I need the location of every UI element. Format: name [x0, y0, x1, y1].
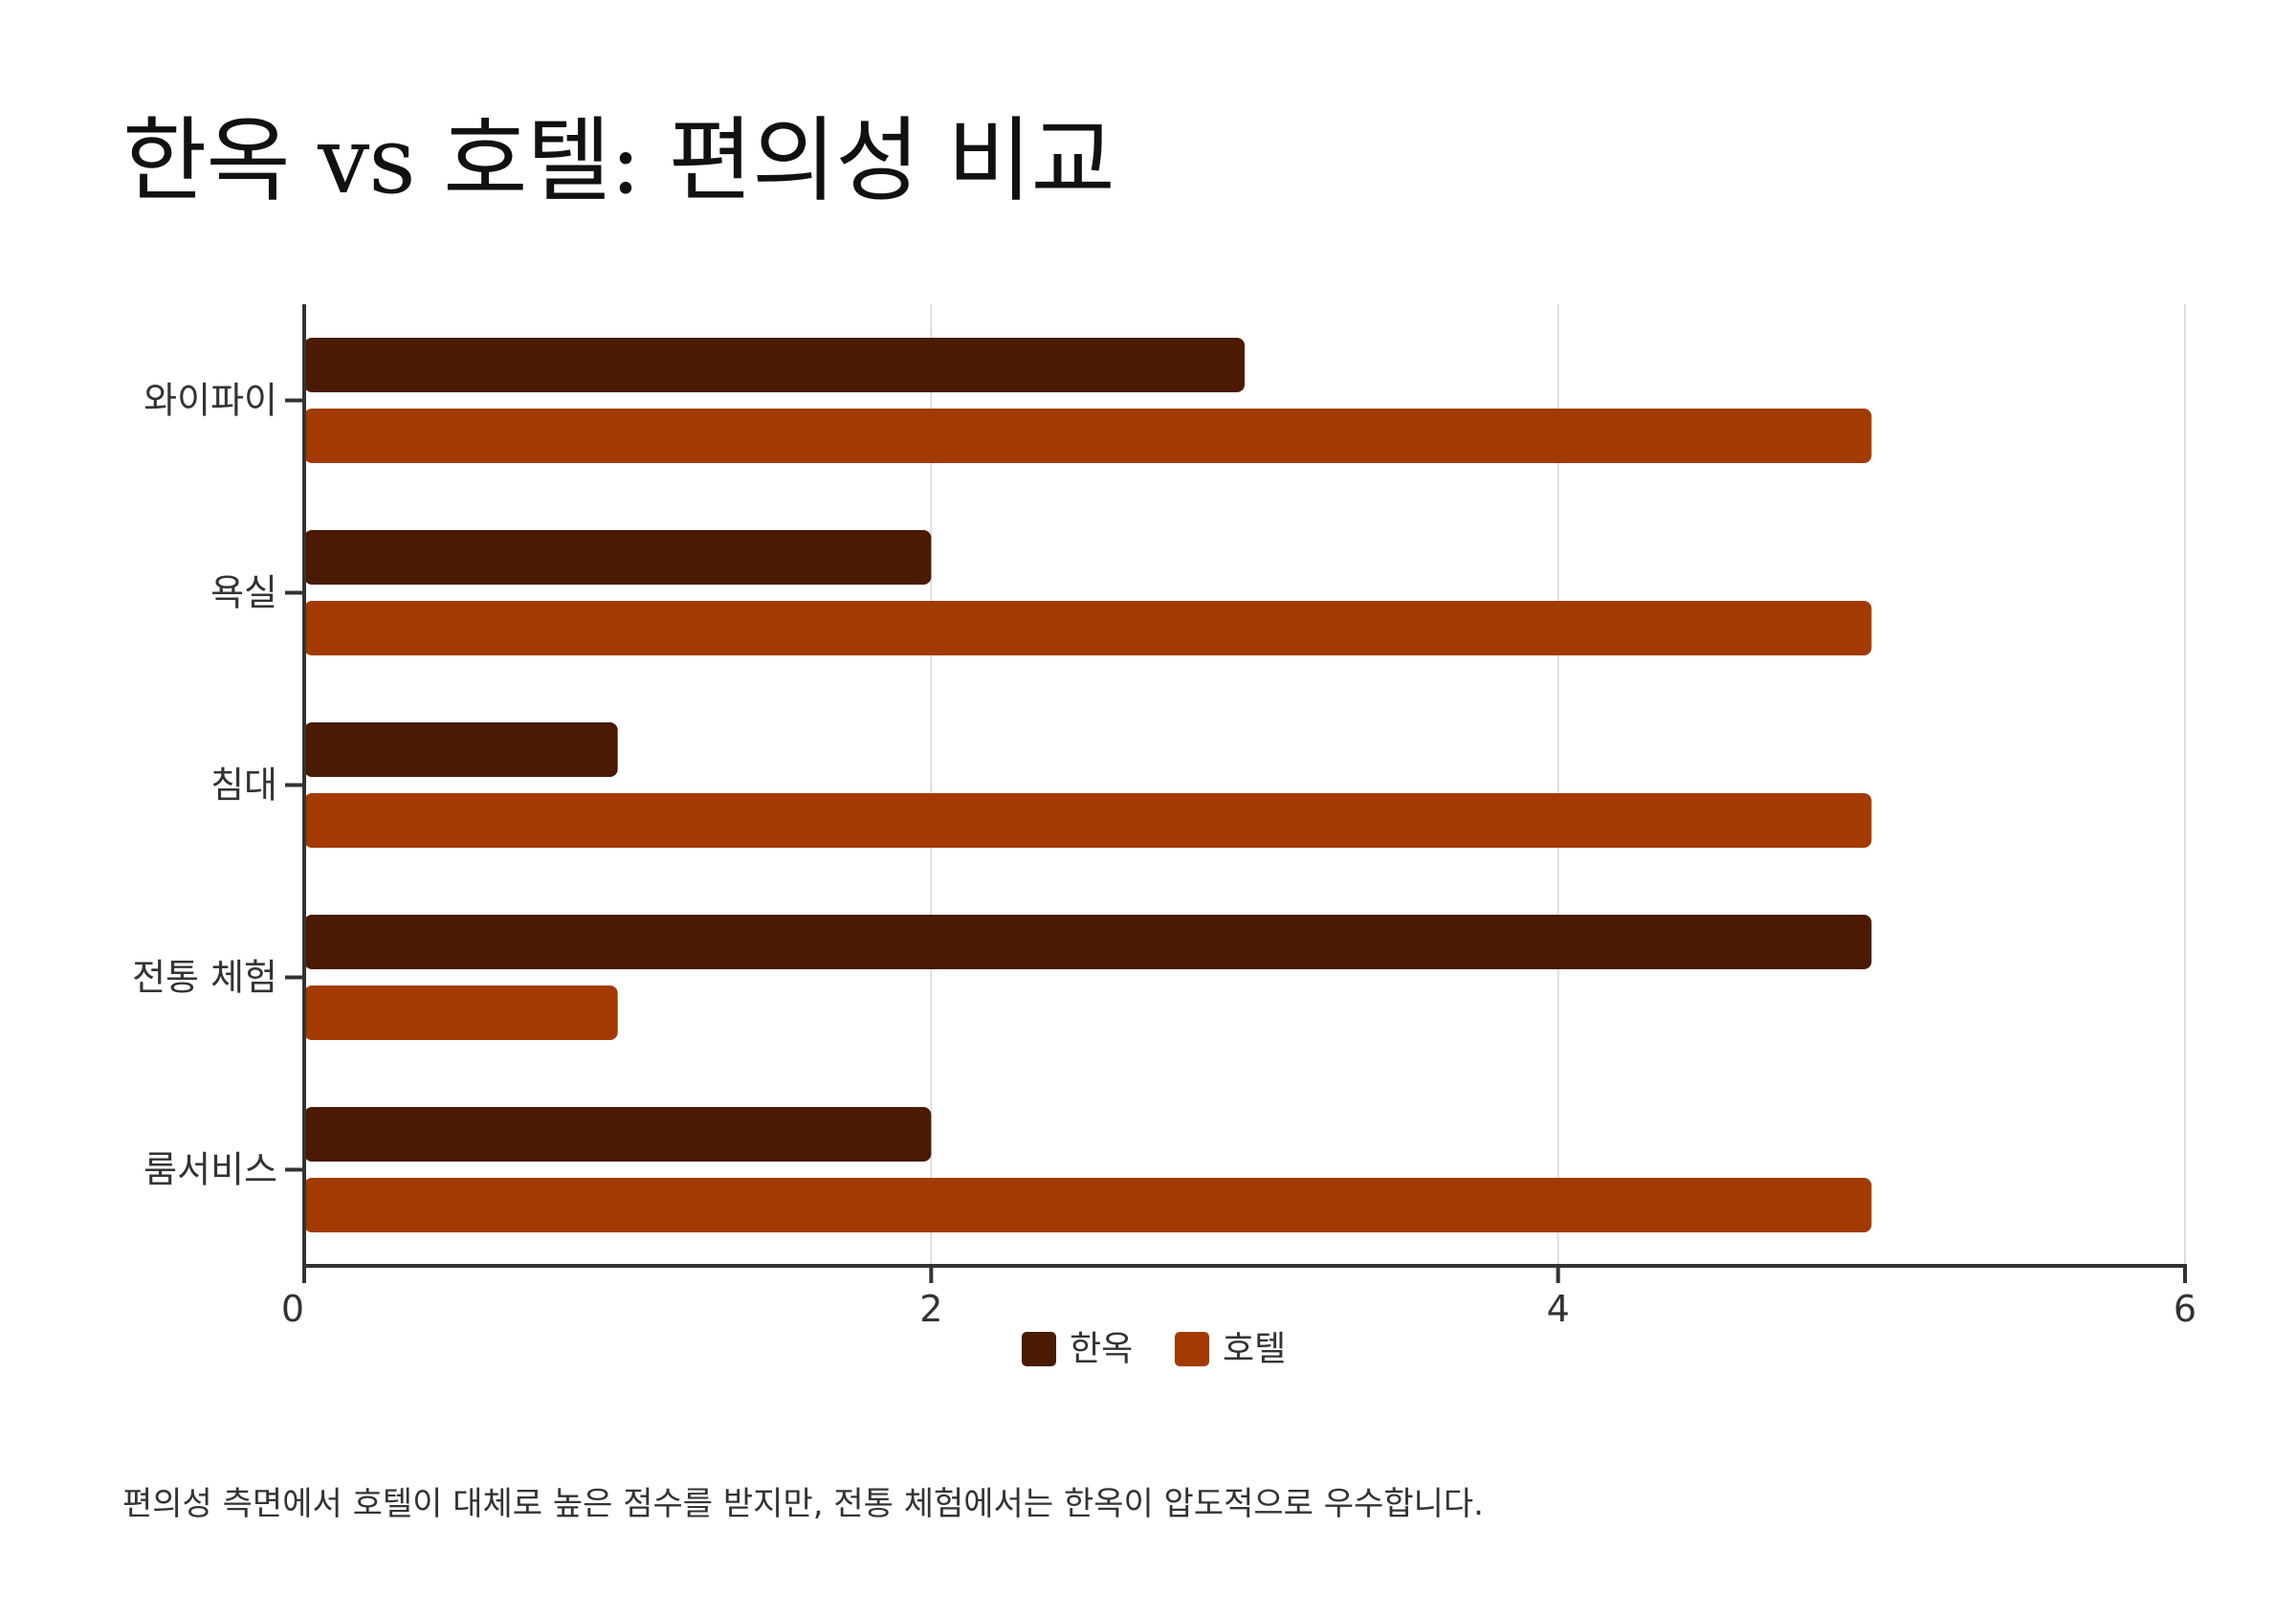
bar-호텔-욕실: [304, 601, 1872, 655]
bar-호텔-침대: [304, 793, 1872, 848]
bar-호텔-와이파이: [304, 409, 1872, 463]
x-tick-label: 4: [1547, 1288, 1570, 1330]
bar-한옥-룸서비스: [304, 1107, 932, 1162]
legend-swatch-한옥: [1022, 1332, 1056, 1366]
bars: [304, 338, 1872, 1232]
legend-label-한옥: 한옥: [1070, 1330, 1133, 1369]
y-tick-label: 룸서비스: [144, 1149, 277, 1191]
legend: 한옥 호텔: [1022, 1330, 1286, 1369]
y-tick-label: 침대: [210, 764, 277, 807]
chart-footnote: 편의성 측면에서 호텔이 대체로 높은 점수를 받지만, 전통 체험에서는 한옥…: [122, 1485, 1484, 1523]
bar-호텔-룸서비스: [304, 1178, 1872, 1232]
x-tick-label: 2: [919, 1288, 942, 1330]
y-tick-label: 욕실: [210, 572, 277, 614]
bar-한옥-욕실: [304, 530, 932, 585]
grid-lines: [930, 304, 2186, 1266]
y-tick-label: 전통 체험: [132, 957, 277, 999]
x-tick-label: 0: [281, 1288, 304, 1330]
x-tick-label: 6: [2174, 1288, 2197, 1330]
bar-한옥-전통 체험: [304, 915, 1872, 969]
x-axis-ticks: 0 2 4 6: [281, 1266, 2197, 1330]
legend-swatch-호텔: [1175, 1332, 1209, 1366]
legend-label-호텔: 호텔: [1223, 1330, 1286, 1369]
bar-한옥-침대: [304, 722, 618, 777]
bar-호텔-전통 체험: [304, 986, 618, 1040]
y-tick-label: 와이파이: [144, 380, 277, 422]
chart-title: 한옥 vs 호텔: 편의성 비교: [122, 107, 1115, 214]
bar-한옥-와이파이: [304, 338, 1245, 392]
